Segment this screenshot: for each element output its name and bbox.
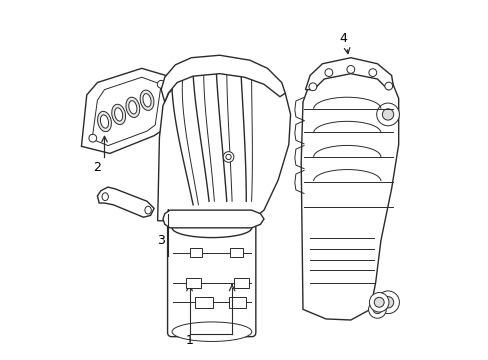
Ellipse shape — [89, 134, 97, 142]
Polygon shape — [157, 59, 290, 221]
Polygon shape — [305, 58, 392, 90]
Polygon shape — [97, 187, 154, 217]
Ellipse shape — [126, 97, 140, 117]
Ellipse shape — [142, 94, 151, 107]
Ellipse shape — [368, 301, 386, 318]
Ellipse shape — [369, 293, 388, 312]
Ellipse shape — [384, 82, 392, 90]
Ellipse shape — [244, 67, 251, 75]
FancyBboxPatch shape — [167, 224, 255, 337]
Text: 2: 2 — [93, 161, 101, 174]
Ellipse shape — [382, 297, 393, 308]
Polygon shape — [163, 210, 264, 228]
Ellipse shape — [98, 111, 111, 132]
Ellipse shape — [144, 206, 151, 214]
Ellipse shape — [325, 69, 332, 77]
Ellipse shape — [368, 69, 376, 77]
Polygon shape — [161, 55, 285, 102]
Bar — [185, 278, 201, 288]
Ellipse shape — [140, 90, 154, 111]
Ellipse shape — [192, 67, 200, 75]
Bar — [233, 278, 248, 288]
Ellipse shape — [172, 218, 251, 238]
Polygon shape — [81, 68, 171, 153]
Ellipse shape — [102, 193, 108, 201]
Text: 4: 4 — [338, 32, 346, 45]
Ellipse shape — [112, 104, 125, 125]
Ellipse shape — [164, 85, 172, 93]
Bar — [230, 248, 242, 257]
Ellipse shape — [376, 291, 399, 314]
Ellipse shape — [346, 66, 354, 73]
Ellipse shape — [100, 115, 108, 128]
Bar — [228, 297, 246, 307]
Ellipse shape — [225, 154, 231, 159]
Ellipse shape — [217, 63, 225, 71]
Ellipse shape — [372, 305, 381, 314]
Polygon shape — [301, 63, 398, 320]
Ellipse shape — [270, 81, 278, 89]
Ellipse shape — [308, 83, 316, 91]
Bar — [189, 248, 202, 257]
Text: 3: 3 — [157, 234, 165, 247]
Ellipse shape — [373, 297, 384, 307]
Ellipse shape — [376, 103, 399, 126]
Ellipse shape — [223, 152, 233, 162]
Ellipse shape — [128, 101, 137, 114]
Text: 1: 1 — [185, 334, 193, 347]
Ellipse shape — [382, 109, 393, 120]
Ellipse shape — [114, 108, 122, 121]
Bar — [195, 297, 212, 307]
Ellipse shape — [157, 80, 165, 88]
Ellipse shape — [172, 322, 251, 341]
